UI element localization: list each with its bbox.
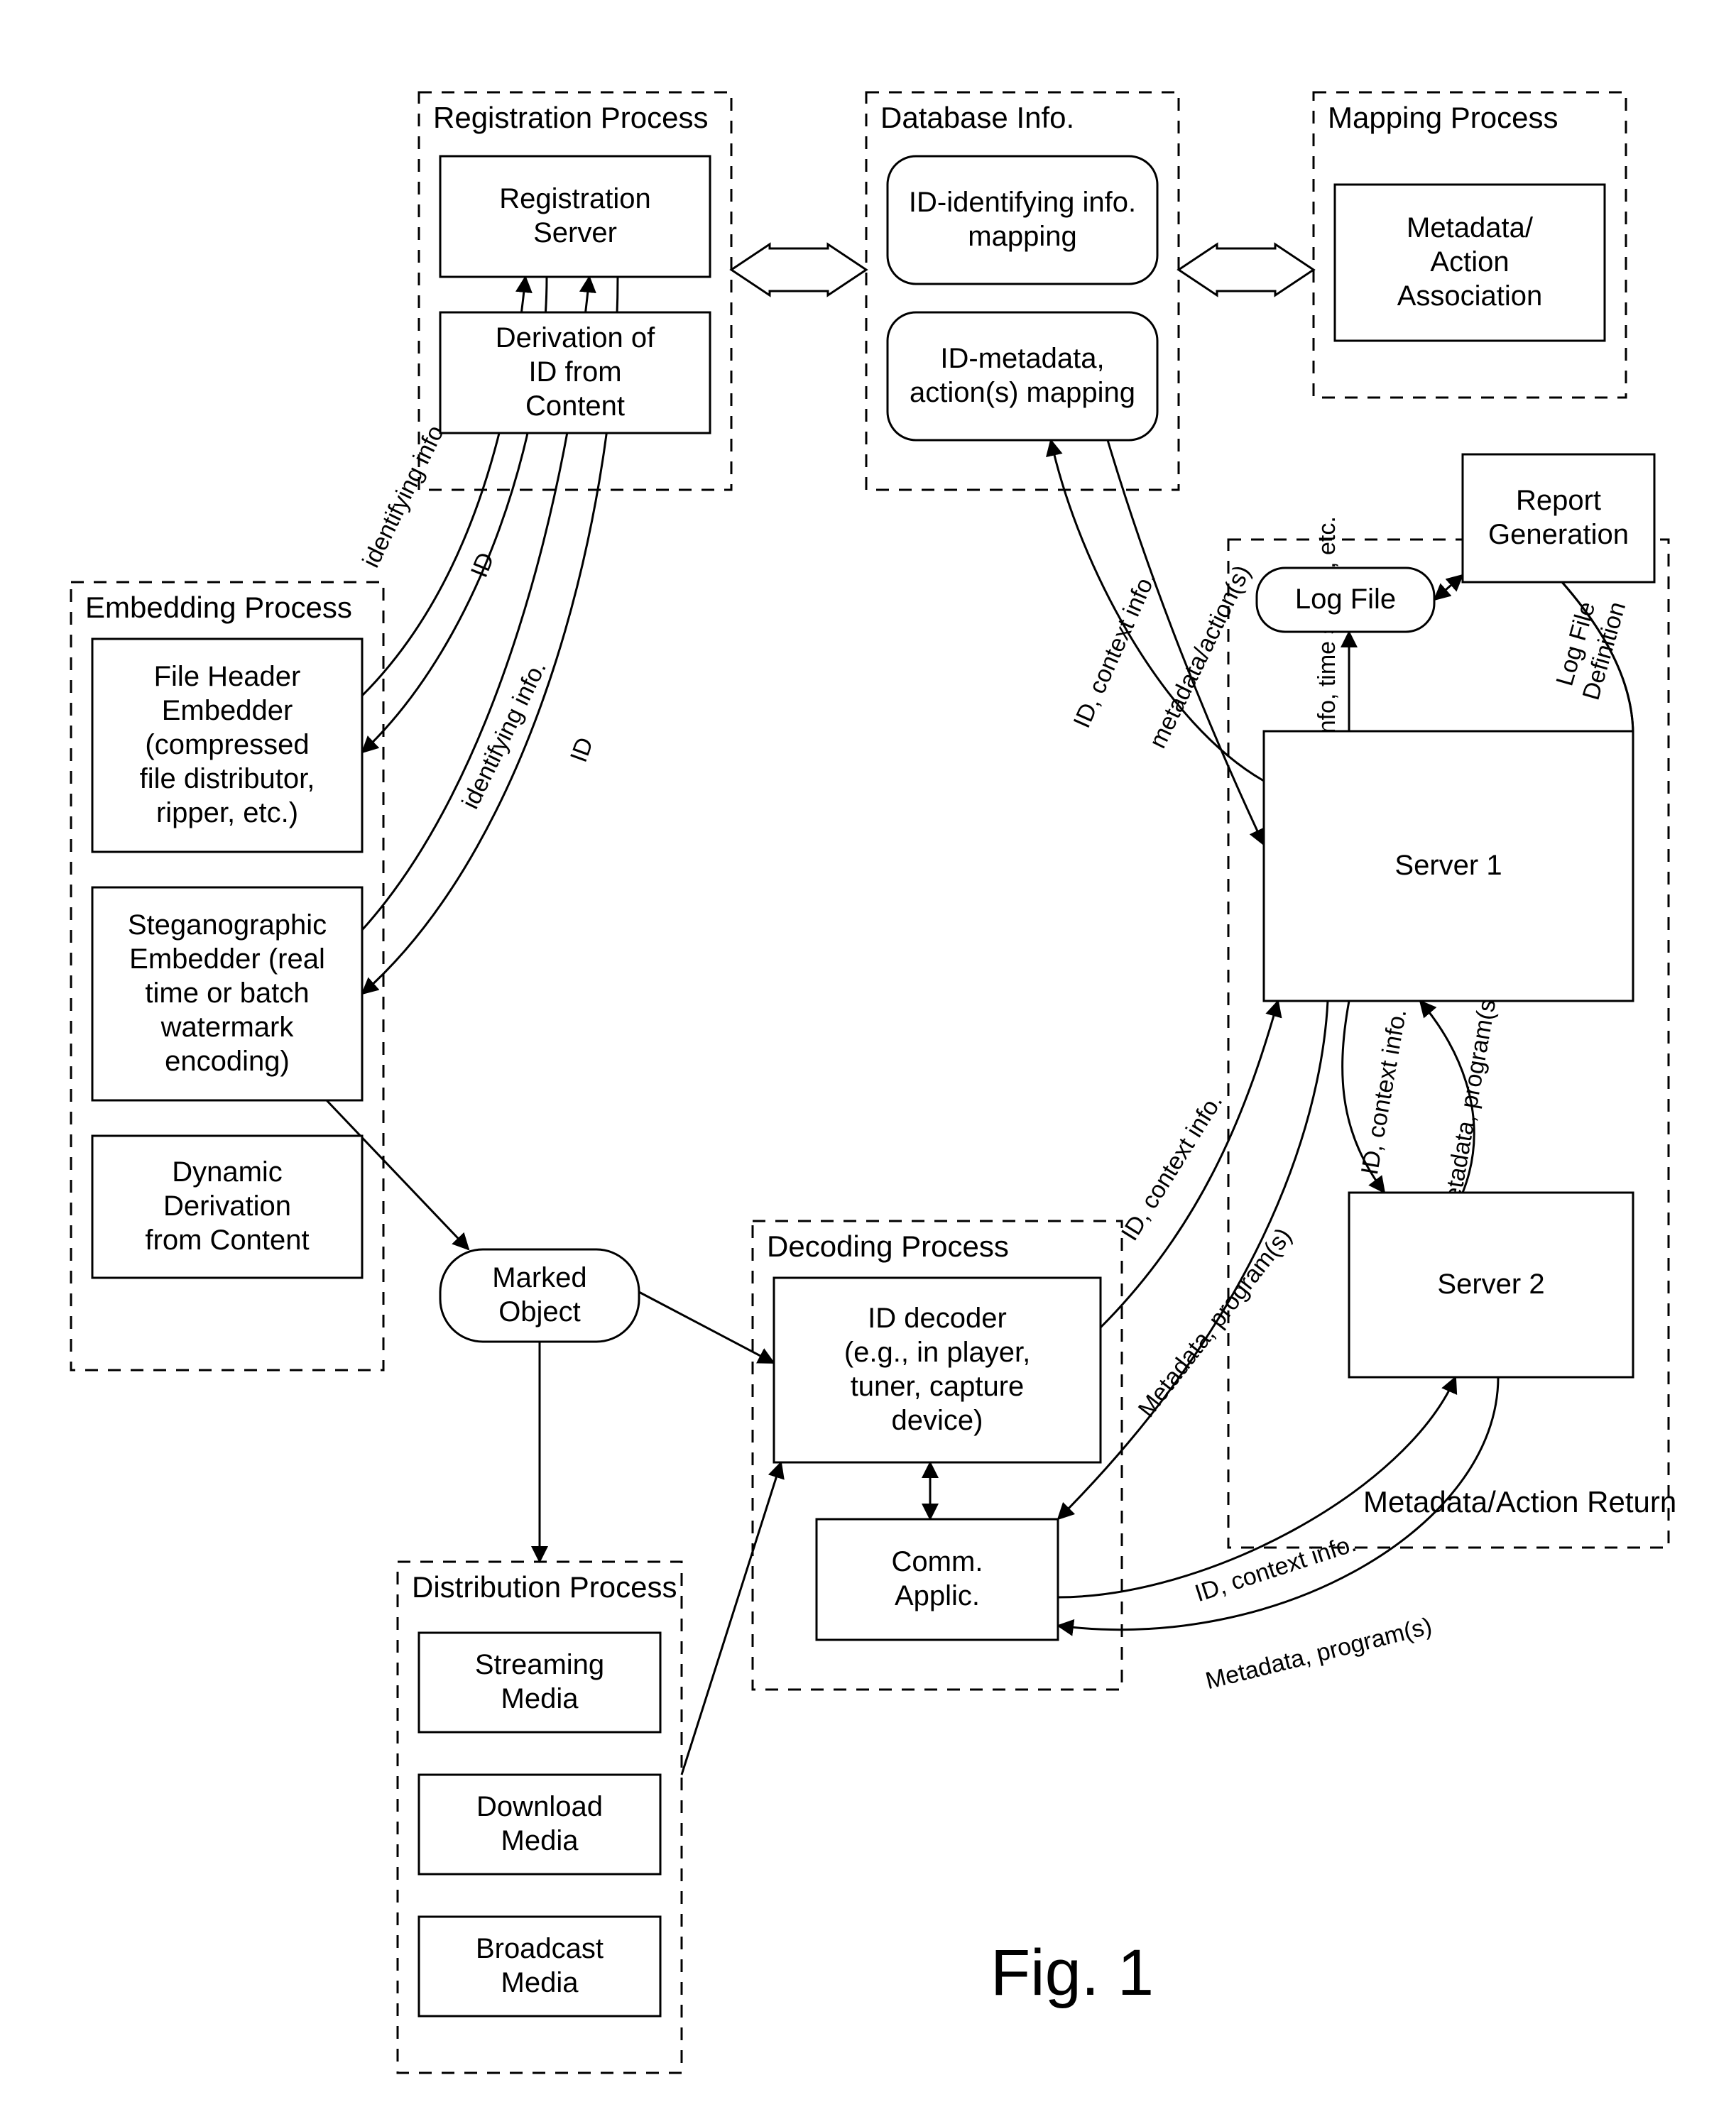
- group-label-metadata_ret: Metadata/Action Return: [1363, 1485, 1676, 1518]
- group-label-registration: Registration Process: [433, 101, 709, 134]
- node-db_meta: [888, 312, 1157, 440]
- group-label-mapping: Mapping Process: [1328, 101, 1558, 134]
- node-download: [419, 1775, 660, 1874]
- node-comm: [817, 1519, 1058, 1640]
- node-streaming: [419, 1633, 660, 1732]
- group-label-embedding: Embedding Process: [85, 591, 352, 624]
- group-label-decoding: Decoding Process: [767, 1230, 1009, 1263]
- group-label-database: Database Info.: [880, 101, 1074, 134]
- node-label-file_header: File HeaderEmbedder(compressedfile distr…: [140, 661, 315, 828]
- node-reg_server: [440, 156, 710, 277]
- node-label-logfile: Log File: [1295, 584, 1396, 615]
- group-label-distribution: Distribution Process: [412, 1570, 677, 1604]
- node-broadcast: [419, 1917, 660, 2016]
- figure-label: Fig. 1: [990, 1937, 1154, 2009]
- node-report: [1463, 454, 1654, 582]
- node-label-server2: Server 2: [1437, 1269, 1544, 1300]
- node-label-server1: Server 1: [1394, 850, 1502, 881]
- node-db_idinfo: [888, 156, 1157, 284]
